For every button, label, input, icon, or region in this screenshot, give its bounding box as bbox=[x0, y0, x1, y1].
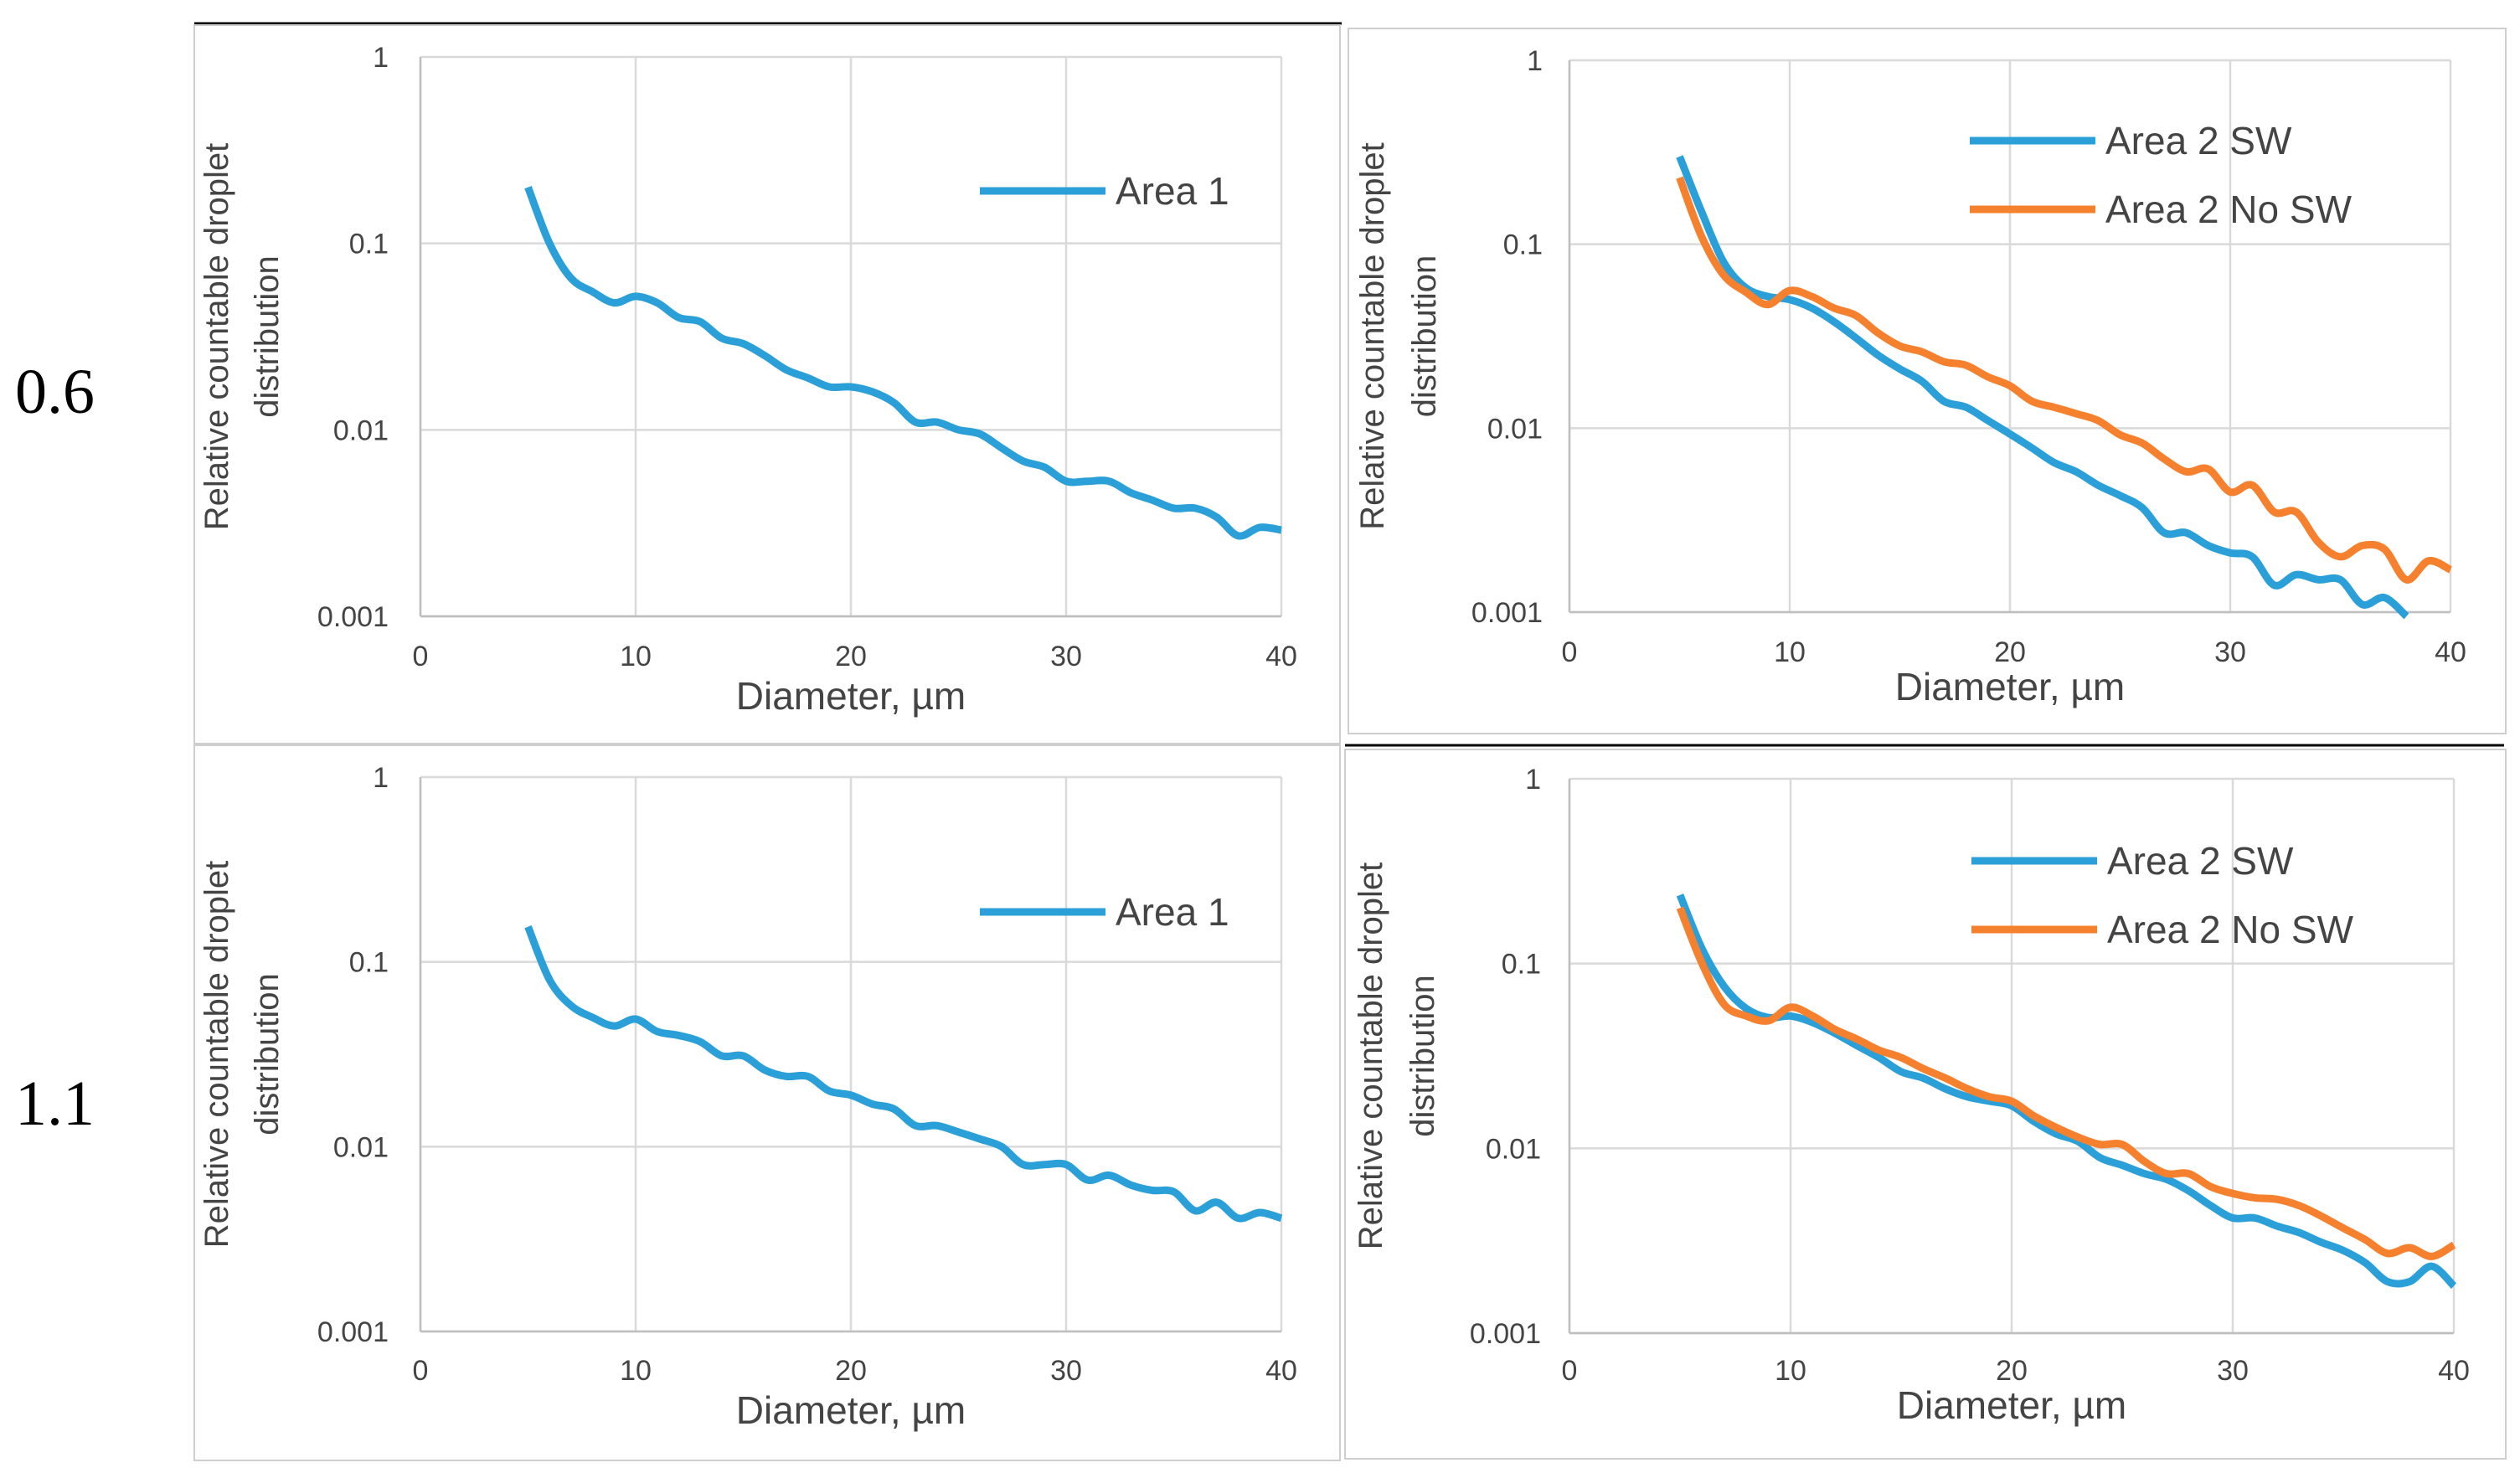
y-axis-title-line: distribution bbox=[1404, 975, 1441, 1136]
x-tick-label: 20 bbox=[1996, 1355, 2028, 1387]
x-tick-label: 40 bbox=[2435, 636, 2466, 668]
y-axis-title-line: distribution bbox=[1406, 255, 1443, 417]
y-tick-label: 0.001 bbox=[1470, 1318, 1541, 1350]
series-line-area-2-no-sw bbox=[1676, 176, 2453, 584]
x-tick-label: 10 bbox=[620, 641, 652, 672]
row-label-top: 0.6 bbox=[15, 357, 95, 427]
panel-frame bbox=[1348, 28, 2507, 734]
y-axis-title-line: distribution bbox=[249, 255, 286, 417]
x-tick-label: 30 bbox=[2214, 636, 2246, 668]
y-tick-label: 1 bbox=[373, 42, 389, 74]
x-tick-label: 10 bbox=[1774, 636, 1806, 668]
legend-label: Area 2 No SW bbox=[2107, 908, 2354, 951]
y-axis-title-line: distribution bbox=[249, 973, 286, 1135]
y-tick-label: 0.1 bbox=[349, 947, 389, 979]
x-tick-label: 40 bbox=[2438, 1355, 2470, 1387]
x-tick-label: 20 bbox=[835, 641, 867, 672]
x-tick-label: 40 bbox=[1265, 641, 1297, 672]
x-axis-title: Diameter, µm bbox=[1897, 1383, 2126, 1427]
x-tick-label: 10 bbox=[620, 1355, 652, 1387]
y-tick-label: 1 bbox=[1525, 764, 1541, 796]
chart-bottom-left: 1 0.1 0.01 0.001 0 10 20 30 40 Diameter, µm Relati… bbox=[193, 744, 1341, 1461]
y-tick-label: 0.001 bbox=[1471, 597, 1543, 629]
chart-top-left: 1 0.1 0.01 0.001 0 10 20 30 40 Diameter, µm Relati… bbox=[193, 24, 1341, 744]
y-tick-label: 0.1 bbox=[1502, 949, 1541, 981]
y-tick-label: 1 bbox=[1527, 45, 1543, 77]
legend-label: Area 2 No SW bbox=[2105, 188, 2353, 231]
x-axis-title: Diameter, µm bbox=[736, 674, 966, 718]
y-tick-label: 0.1 bbox=[349, 229, 389, 260]
panel-frame bbox=[1344, 749, 2507, 1460]
y-tick-label: 0.01 bbox=[1486, 1133, 1541, 1165]
series-line-area-2-no-sw bbox=[1676, 906, 2456, 1260]
y-tick-label: 0.01 bbox=[1487, 413, 1543, 445]
x-tick-label: 0 bbox=[1562, 1355, 1578, 1387]
x-tick-label: 0 bbox=[1562, 636, 1578, 668]
x-tick-label: 30 bbox=[1050, 1355, 1082, 1387]
y-axis-title-line: Relative countable droplet bbox=[1353, 863, 1389, 1250]
x-axis-title: Diameter, µm bbox=[1895, 665, 2125, 708]
series-line-area-2-sw bbox=[1676, 155, 2409, 620]
y-tick-label: 0.01 bbox=[333, 415, 389, 446]
panel-frame bbox=[193, 744, 1341, 1461]
y-tick-label: 0.01 bbox=[333, 1131, 389, 1163]
x-tick-label: 20 bbox=[835, 1355, 867, 1387]
y-axis-title-line: Relative countable droplet bbox=[198, 143, 235, 531]
legend-label: Area 2 SW bbox=[2107, 839, 2294, 883]
x-tick-label: 30 bbox=[1050, 641, 1082, 672]
x-axis-title: Diameter, µm bbox=[736, 1388, 966, 1432]
chart-bottom-right: 1 0.1 0.01 0.001 0 10 20 30 40 Diameter, µm Relati… bbox=[1344, 749, 2507, 1460]
series-line-area-1 bbox=[524, 924, 1283, 1223]
y-axis-title-line: Relative countable droplet bbox=[1354, 142, 1391, 530]
x-tick-label: 10 bbox=[1775, 1355, 1806, 1387]
x-tick-label: 20 bbox=[1994, 636, 2026, 668]
legend-label: Area 2 SW bbox=[2105, 119, 2292, 162]
legend-label: Area 1 bbox=[1116, 890, 1229, 934]
y-tick-label: 0.001 bbox=[317, 601, 389, 633]
x-tick-label: 30 bbox=[2217, 1355, 2249, 1387]
y-tick-label: 0.1 bbox=[1503, 229, 1543, 261]
x-tick-label: 0 bbox=[413, 641, 429, 672]
legend-label: Area 1 bbox=[1116, 169, 1229, 213]
row-label-bottom: 1.1 bbox=[15, 1069, 95, 1139]
series-line-area-2-sw bbox=[1676, 893, 2457, 1290]
y-tick-label: 0.001 bbox=[317, 1316, 389, 1348]
y-tick-label: 1 bbox=[373, 762, 389, 794]
x-tick-label: 0 bbox=[413, 1355, 429, 1387]
chart-top-right: 1 0.1 0.01 0.001 0 10 20 30 40 Diameter, µm Relati… bbox=[1348, 28, 2507, 734]
series-line-area-1 bbox=[524, 185, 1282, 540]
y-axis-title-line: Relative countable droplet bbox=[198, 861, 235, 1249]
panel-frame bbox=[193, 24, 1341, 744]
x-tick-label: 40 bbox=[1265, 1355, 1297, 1387]
